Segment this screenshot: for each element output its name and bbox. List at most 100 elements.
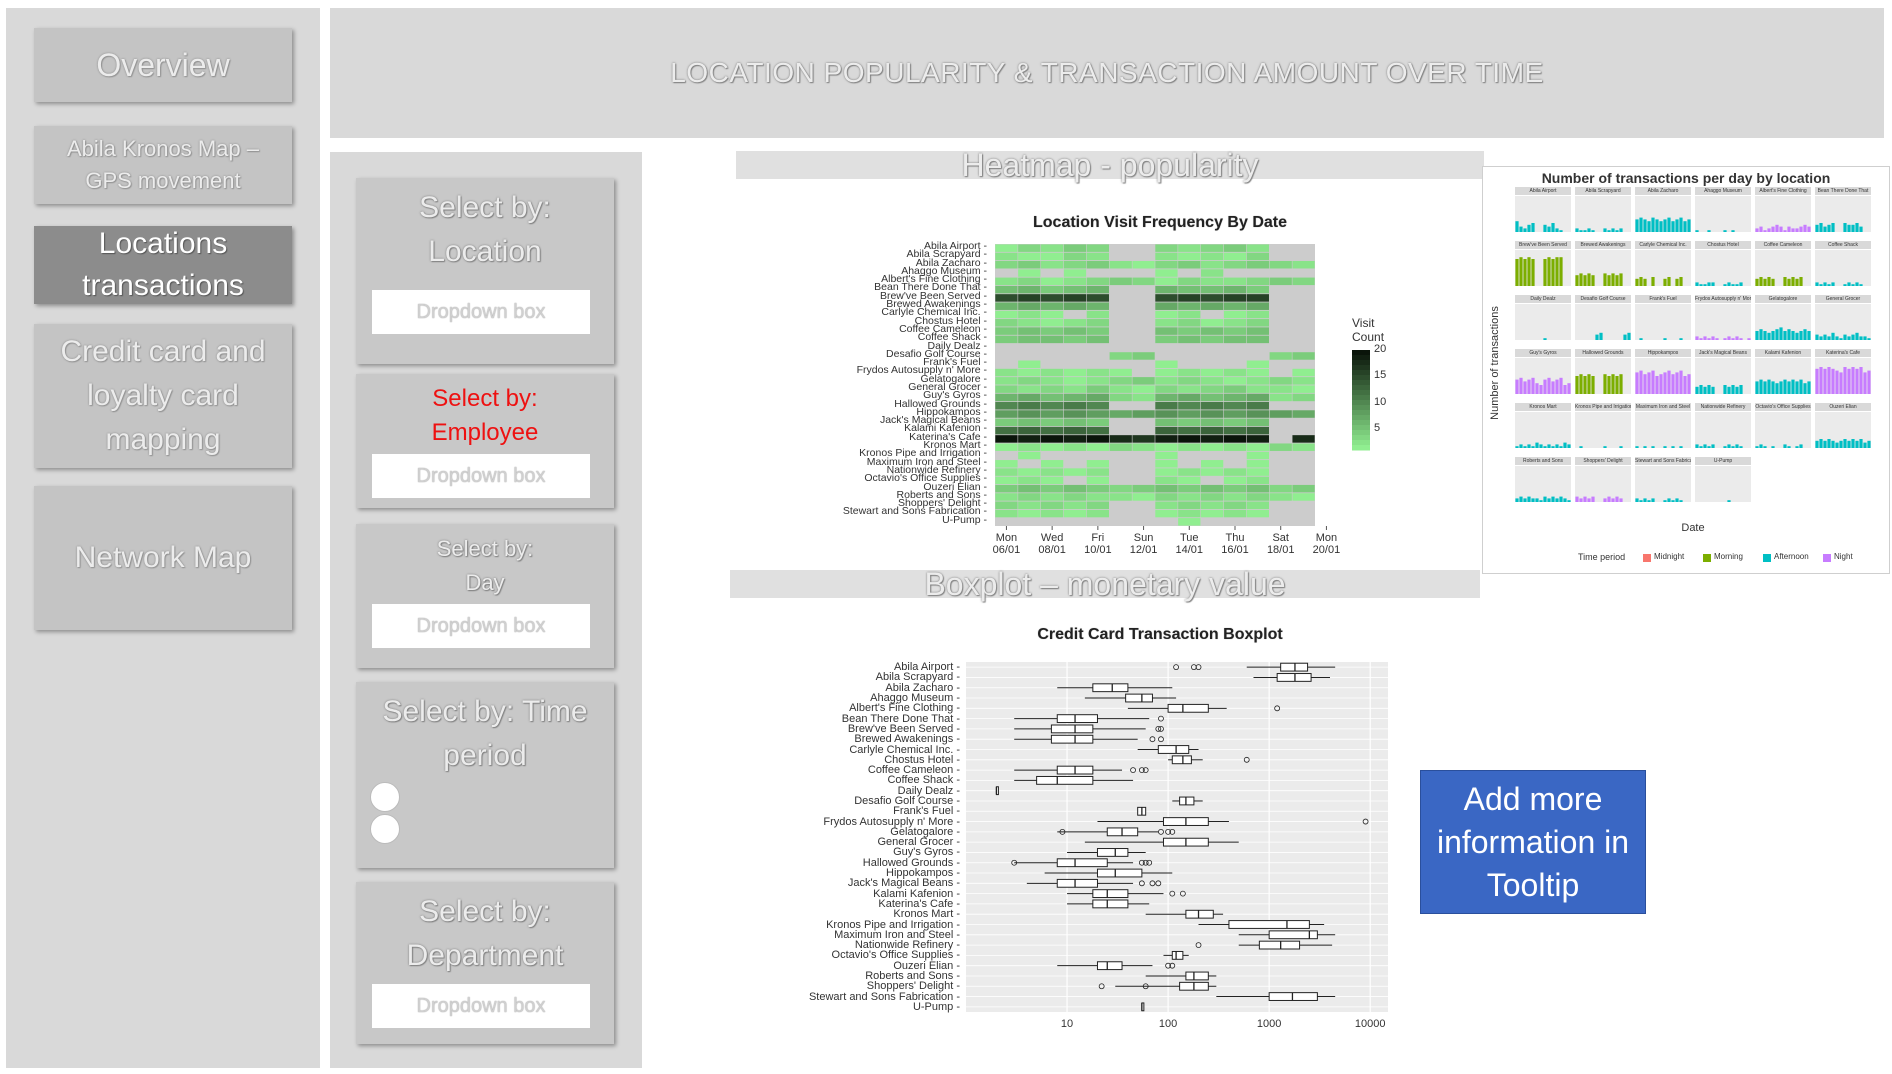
heatmap-cell [1063,277,1087,286]
facet-bar [1615,376,1619,394]
heatmap-cell [1201,319,1224,327]
heatmap-cell [1201,468,1224,476]
nav-abila-kronos-map[interactable]: Abila Kronos Map – GPS movement [34,126,292,204]
facet-bar [1815,334,1819,340]
location-dropdown[interactable]: Dropdown box [372,290,590,334]
heatmap-cell [1018,252,1041,261]
sidebar-nav: Overview Abila Kronos Map – GPS movement… [6,8,320,1068]
nav-overview[interactable]: Overview [34,28,292,102]
boxplot-outlier [1158,828,1164,835]
facet-bar [1859,439,1863,448]
facet-bar [1539,385,1543,394]
heatmap-cell [1018,443,1041,451]
facet-bar [1787,329,1791,340]
facet-bar [1843,223,1847,232]
facet-bar [1619,374,1623,394]
facet-bar [1695,444,1699,448]
heatmap-cell [1041,501,1064,510]
heatmap-cell [1223,410,1247,418]
facet-bar [1515,446,1519,448]
facet-bar [1815,282,1819,286]
heatmap-cell [1063,393,1087,402]
legend-gradient-step [1352,430,1370,436]
heatmap-cell [1041,410,1064,418]
heatmap-cell [1018,401,1041,410]
heatmap-cell [995,401,1018,410]
facet-bar [1695,386,1699,394]
facet-bar [1663,372,1667,394]
heatmap-cell [1246,335,1269,344]
nav-network-map[interactable]: Network Map [34,486,292,630]
facet-strip-label: Gelatogalore [1755,295,1811,303]
nav-credit-card-mapping[interactable]: Credit card and loyalty card mapping [34,324,292,468]
heatmap-cell [1292,493,1315,501]
facet-bar [1823,226,1827,232]
facet-bar [1671,446,1675,448]
heatmap-cell [1178,393,1201,402]
day-dropdown[interactable]: Dropdown box [372,604,590,648]
heatmap-cell [1246,244,1269,252]
facet-bar [1619,498,1623,502]
facet-bar [1695,230,1699,232]
facet-bar [1723,446,1727,448]
heatmap-cell [1201,244,1224,252]
heatmap-cell [1246,418,1269,427]
heatmap-cell [1246,368,1269,377]
facet-panel-bg [1515,358,1571,394]
nav-locations-transactions[interactable]: Locations transactions [34,226,292,304]
time-period-radio-1[interactable] [370,782,400,812]
heatmap-x-tick-date: 16/01 [1221,544,1249,556]
department-dropdown[interactable]: Dropdown box [372,984,590,1028]
heatmap-cell [1041,443,1064,451]
boxplot-box [1125,693,1153,703]
facet-bar [1707,446,1711,448]
heatmap-cell [1086,476,1109,485]
tooltip-note: Add more information in Tooltip [1420,770,1646,914]
heatmap-cell [1178,426,1201,435]
facet-bar [1831,332,1835,340]
heatmap-cell [995,252,1018,261]
facet-bar [1847,368,1851,394]
facet-bar [1759,444,1763,448]
facet-bar [1695,282,1699,286]
facet-strip-label: Abila Zacharo [1635,187,1691,195]
heatmap-x-tick-day: Mon [995,532,1018,544]
heatmap-cell [1155,460,1178,468]
heatmap-cell [1292,385,1315,393]
heatmap-cell [1041,302,1064,310]
boxplot-box [1036,775,1094,785]
heatmap-row-label: Octavio's Office Supplies - [864,472,987,485]
heatmap-cell [1086,501,1109,510]
facet-bar [1683,221,1687,232]
heatmap-cell [1178,493,1201,501]
facet-bar [1575,496,1579,502]
facet-bar [1535,498,1539,502]
facet-bar [1731,338,1735,340]
facet-bar [1639,217,1643,232]
heatmap-cell [1063,302,1087,310]
heatmap-cell [1109,393,1132,402]
boxplot-box [995,786,999,796]
facet-bar [1663,219,1667,232]
facet-bar [1755,381,1759,394]
facet-bar [1659,374,1663,394]
heatmap-cell [995,285,1018,294]
heatmap-cell [1155,426,1178,435]
heatmap-cell [995,294,1018,302]
time-period-radio-2[interactable] [370,814,400,844]
legend-gradient-step [1352,395,1370,401]
facet-bar [1675,278,1679,286]
facet-bar [1671,221,1675,232]
heatmap-cell [1018,451,1041,460]
heatmap-cell [1155,410,1178,418]
employee-dropdown[interactable]: Dropdown box [372,454,590,498]
boxplot-section-title: Boxplot – monetary value [730,568,1480,600]
facet-bar [1519,257,1523,286]
heatmap-cell [1246,319,1269,327]
facet-bar [1663,338,1667,340]
heatmap-cell [1132,443,1155,451]
boxplot-outlier [1158,715,1164,722]
facet-panel-bg [1635,304,1691,340]
heatmap-background [995,244,1315,526]
facet-bar [1831,368,1835,394]
